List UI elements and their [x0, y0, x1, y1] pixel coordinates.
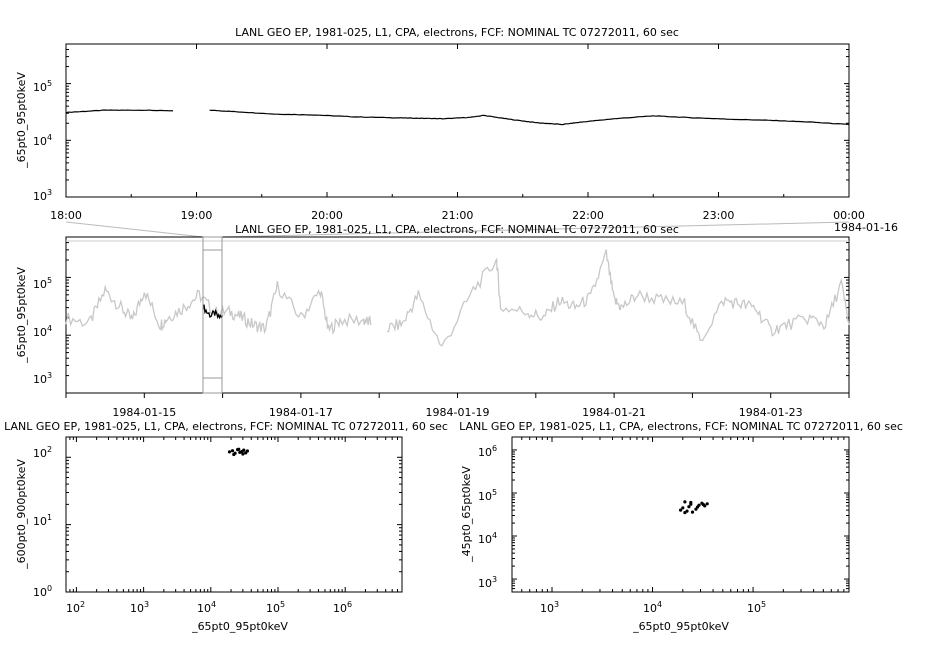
overview-y-tick-1e4: 104: [33, 324, 52, 339]
right-scatter-points: [679, 500, 709, 515]
left-x-tick-1e4: 104: [197, 600, 216, 615]
top-x-tick-label: 21:00: [442, 209, 474, 222]
overview-plot-area: [65, 236, 850, 394]
right-scatter-plot-area: [511, 436, 850, 593]
right-scatter-point: [679, 508, 683, 512]
left-scatter-plot-area: [65, 436, 403, 593]
overview-series-line: [65, 249, 850, 347]
top-x-tick-label: 19:00: [181, 209, 213, 222]
left-scatter-point: [237, 447, 241, 451]
right-x-tick-1e3: 103: [540, 600, 559, 615]
overview-x-tick-labels: 1984-01-15 1984-01-17 1984-01-19 1984-01-21…: [112, 406, 802, 419]
overview-chart-title: LANL GEO EP, 1981-025, L1, CPA, electron…: [235, 223, 679, 236]
right-scatter-point: [687, 505, 691, 509]
overview-x-tick-label: 1984-01-19: [426, 406, 490, 419]
overview-timeseries-panel: LANL GEO EP, 1981-025, L1, CPA, electron…: [15, 223, 850, 419]
right-y-tick-1e3: 103: [478, 575, 497, 590]
overview-axis-ticks: [65, 236, 850, 398]
left-scatter-x-label: _65pt0_95pt0keV: [191, 620, 288, 633]
top-x-tick-label: 00:00: [833, 209, 865, 222]
left-scatter-x-tick-labels: 102 103 104 105 106: [66, 600, 352, 615]
right-scatter-y-label: _45pt0_65pt0keV: [460, 466, 473, 563]
top-y-tick-1e5: 105: [33, 79, 52, 94]
zoom-connector-left: [65, 221, 204, 238]
right-scatter-y-tick-labels: 106 105 104 103: [478, 444, 497, 590]
left-y-tick-1e0: 100: [33, 584, 52, 599]
right-scatter-point: [689, 500, 693, 505]
right-scatter-x-label: _65pt0_95pt0keV: [632, 620, 729, 633]
left-scatter-point: [242, 448, 246, 452]
overview-highlight-line: [202, 304, 224, 320]
left-x-tick-1e5: 105: [266, 600, 285, 615]
right-y-tick-1e4: 104: [478, 531, 497, 546]
left-scatter-y-tick-labels: 102 101 100: [33, 445, 52, 599]
zoom-connector-right: [221, 221, 850, 238]
right-scatter-point: [705, 502, 709, 506]
left-x-tick-1e6: 106: [333, 600, 352, 615]
right-scatter-title: LANL GEO EP, 1981-025, L1, CPA, electron…: [459, 420, 903, 433]
top-x-tick-label: 22:00: [572, 209, 604, 222]
top-y-tick-1e4: 104: [33, 133, 52, 148]
top-y-axis-label: _65pt0_95pt0keV: [15, 72, 28, 169]
right-scatter-ticks: [511, 436, 850, 593]
top-y-tick-labels: 105 104 103: [33, 79, 52, 203]
left-scatter-point: [241, 452, 245, 456]
top-x-tick-label: 18:00: [50, 209, 82, 222]
overview-x-tick-label: 1984-01-15: [112, 406, 176, 419]
left-scatter-y-label: _600pt0_900pt0keV: [15, 459, 28, 570]
top-series-line: [65, 109, 850, 126]
overview-x-tick-label: 1984-01-23: [739, 406, 803, 419]
right-scatter-point: [683, 500, 687, 504]
left-scatter-point: [232, 452, 236, 457]
top-x-date-label: 1984-01-16: [834, 221, 898, 234]
left-scatter-points: [227, 447, 249, 457]
overview-x-tick-label: 1984-01-21: [582, 406, 646, 419]
right-y-tick-1e6: 106: [478, 444, 497, 459]
left-x-tick-1e3: 103: [130, 600, 149, 615]
overview-y-axis-label: _65pt0_95pt0keV: [15, 267, 28, 364]
right-scatter-point: [701, 502, 705, 507]
right-scatter-point: [690, 510, 695, 514]
overview-y-tick-1e5: 105: [33, 276, 52, 291]
right-x-tick-1e5: 105: [747, 600, 766, 615]
left-scatter-point: [230, 449, 235, 453]
left-scatter-panel: LANL GEO EP, 1981-025, L1, CPA, electron…: [4, 420, 448, 633]
top-plot-area: [65, 43, 850, 198]
top-chart-title: LANL GEO EP, 1981-025, L1, CPA, electron…: [235, 26, 679, 39]
overview-x-tick-label: 1984-01-17: [269, 406, 333, 419]
right-x-tick-1e4: 104: [643, 600, 662, 615]
top-x-tick-label: 20:00: [311, 209, 343, 222]
left-scatter-title: LANL GEO EP, 1981-025, L1, CPA, electron…: [4, 420, 448, 433]
right-scatter-panel: LANL GEO EP, 1981-025, L1, CPA, electron…: [459, 420, 903, 633]
right-scatter-point: [681, 506, 685, 510]
right-scatter-x-tick-labels: 103 104 105: [540, 600, 766, 615]
right-y-tick-1e5: 105: [478, 488, 497, 503]
left-x-tick-1e2: 102: [66, 600, 85, 615]
left-scatter-ticks: [65, 436, 403, 593]
top-x-tick-labels: 18:00 19:00 20:00 21:00 22:00 23:00 00:00: [50, 209, 865, 222]
top-timeseries-panel: LANL GEO EP, 1981-025, L1, CPA, electron…: [15, 26, 898, 234]
overview-y-tick-labels: 105 104 103: [33, 276, 52, 386]
top-x-tick-label: 23:00: [703, 209, 735, 222]
overview-highlight-box: [202, 236, 223, 394]
left-y-tick-1e1: 101: [33, 513, 52, 528]
left-y-tick-1e2: 102: [33, 445, 52, 460]
right-scatter-point: [683, 510, 687, 515]
overview-y-tick-1e3: 103: [33, 371, 52, 386]
left-scatter-point: [227, 450, 232, 454]
top-y-tick-1e3: 103: [33, 188, 52, 203]
top-axis-ticks: [65, 43, 850, 198]
left-scatter-point: [245, 449, 249, 453]
right-scatter-point: [695, 505, 700, 509]
